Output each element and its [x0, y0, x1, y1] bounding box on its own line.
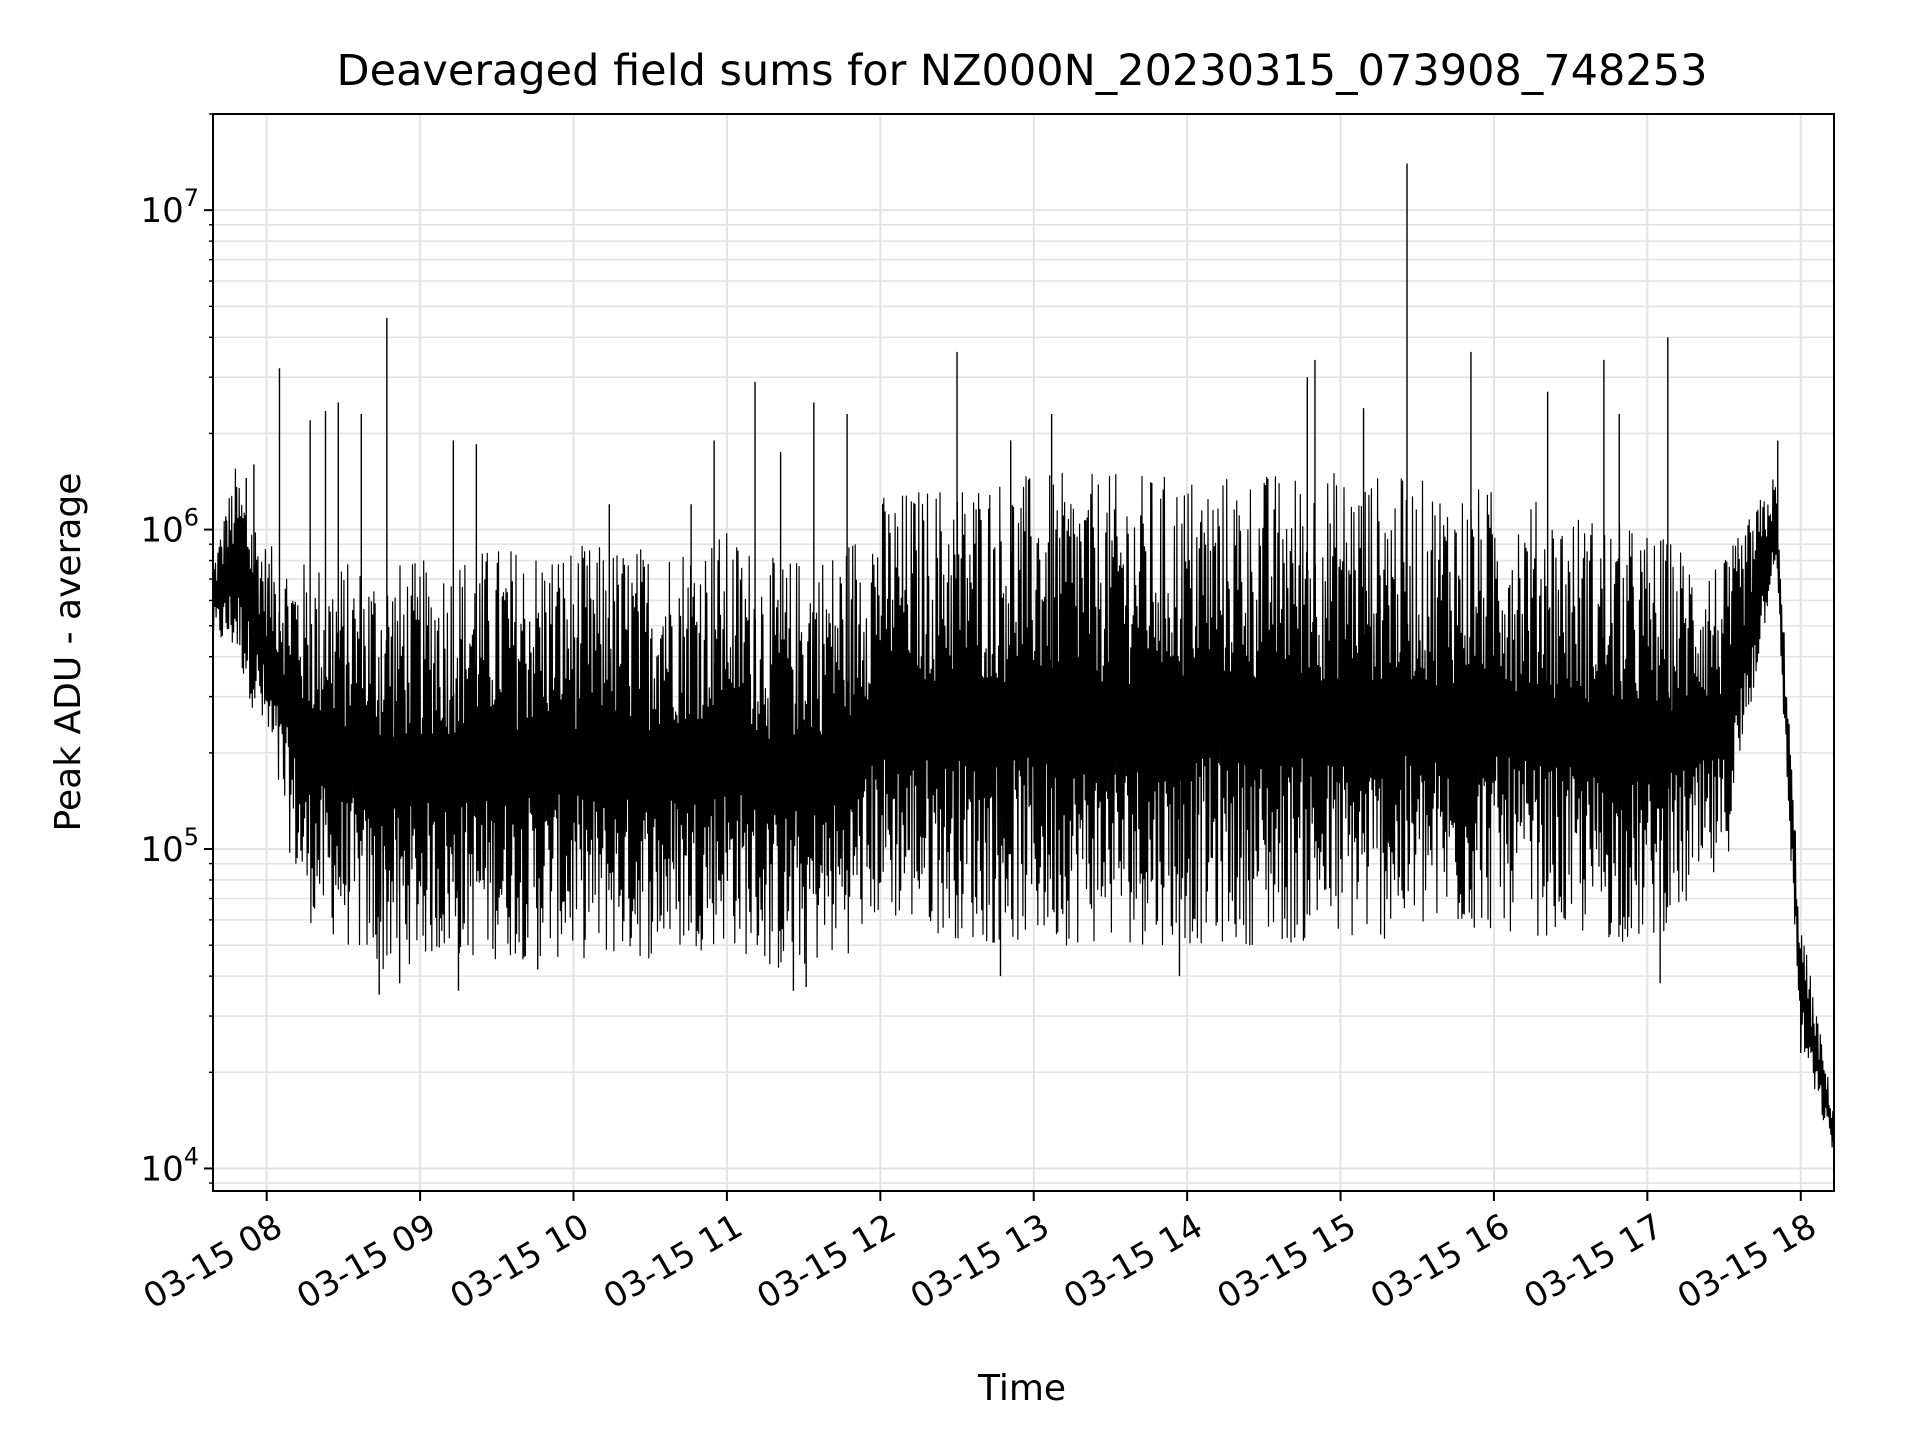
- x-axis-label: Time: [977, 1368, 1066, 1409]
- y-tick-label: 107: [140, 184, 199, 231]
- y-axis: 104 105 106 107: [140, 113, 213, 1189]
- y-tick-label: 105: [140, 823, 199, 870]
- y-tick-label: 104: [140, 1142, 199, 1189]
- y-axis-label: Peak ADU - average: [48, 473, 89, 832]
- plot-frame: [212, 113, 1835, 1192]
- series-line: [212, 468, 1835, 1148]
- data-series: [212, 163, 1835, 1148]
- chart-title: Deaveraged field sums for NZ000N_2023031…: [337, 46, 1708, 96]
- y-tick-label: 106: [140, 504, 199, 551]
